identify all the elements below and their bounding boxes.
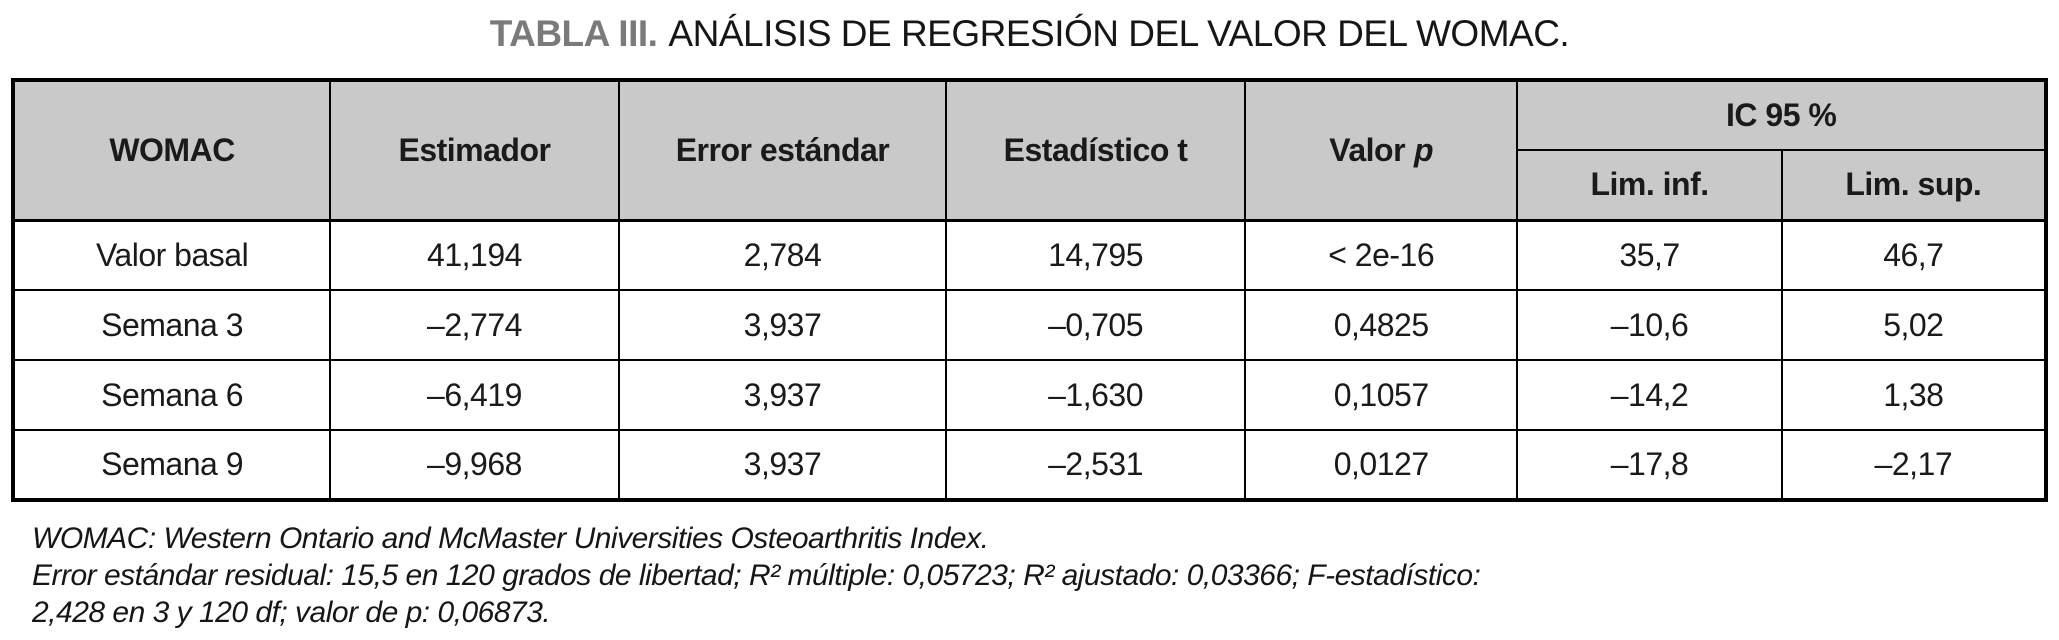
value-cell: –2,17 [1780, 429, 2048, 501]
value-cell: –1,630 [945, 359, 1246, 431]
header-valor-p-symbol: p [1414, 131, 1434, 168]
footnotes: WOMAC: Western Ontario and McMaster Univ… [32, 520, 2039, 631]
header-ic-95: IC 95 % [1516, 79, 2047, 151]
value-cell: –2,531 [945, 429, 1246, 501]
row-label-cell: Semana 6 [11, 359, 332, 431]
table-title: TABLA III. ANÁLISIS DE REGRESIÓN DEL VALO… [0, 13, 2059, 55]
value-cell: –10,6 [1516, 289, 1783, 361]
value-cell: 0,0127 [1243, 429, 1519, 501]
row-label-cell: Semana 9 [11, 429, 332, 501]
value-cell: 14,795 [945, 219, 1246, 291]
header-womac: WOMAC [11, 79, 332, 222]
value-cell: –17,8 [1516, 429, 1783, 501]
value-cell: 0,1057 [1243, 359, 1519, 431]
header-lim-sup: Lim. sup. [1780, 149, 2048, 222]
regression-table: WOMAC Estimador Error estándar Estadísti… [11, 78, 2048, 502]
header-error-estandar: Error estándar [617, 79, 948, 222]
value-cell: 3,937 [617, 429, 948, 501]
table-header: WOMAC Estimador Error estándar Estadísti… [11, 79, 2048, 222]
table-row: Semana 3 –2,774 3,937 –0,705 0,4825 –10,6 5,02 [11, 289, 2048, 361]
table-row: Semana 6 –6,419 3,937 –1,630 0,1057 –14,2 1,38 [11, 359, 2048, 431]
header-row-main: WOMAC Estimador Error estándar Estadísti… [11, 79, 2047, 222]
value-cell: 5,02 [1780, 289, 2048, 361]
header-valor-p-text: Valor [1329, 131, 1406, 168]
value-cell: 2,784 [617, 219, 948, 291]
value-cell: –6,419 [329, 359, 620, 431]
value-cell: < 2e-16 [1243, 219, 1519, 291]
table-row: Valor basal 41,194 2,784 14,795 < 2e-16 35,7 4… [11, 219, 2048, 291]
value-cell: 0,4825 [1243, 289, 1519, 361]
value-cell: –0,705 [945, 289, 1246, 361]
table-row: Semana 9 –9,968 3,937 –2,531 0,0127 –17,8 –2,1… [11, 429, 2048, 501]
header-estimador: Estimador [329, 79, 620, 222]
value-cell: 1,38 [1780, 359, 2048, 431]
row-label-cell: Semana 3 [11, 289, 332, 361]
value-cell: 35,7 [1516, 219, 1783, 291]
table-body: Valor basal 41,194 2,784 14,795 < 2e-16 35,7 4… [11, 219, 2048, 501]
footnote-line: WOMAC: Western Ontario and McMaster Univ… [32, 522, 989, 555]
value-cell: 41,194 [329, 219, 620, 291]
value-cell: –9,968 [329, 429, 620, 501]
header-valor-p: Valor p [1243, 79, 1519, 222]
table-title-prefix: TABLA III. [489, 13, 658, 54]
value-cell: 3,937 [617, 289, 948, 361]
header-lim-inf: Lim. inf. [1516, 149, 1783, 222]
value-cell: –14,2 [1516, 359, 1783, 431]
table-title-text: ANÁLISIS DE REGRESIÓN DEL VALOR DEL WOMA… [668, 13, 1570, 54]
value-cell: 3,937 [617, 359, 948, 431]
value-cell: –2,774 [329, 289, 620, 361]
header-row-sub: Lim. inf. Lim. sup. [13, 149, 2048, 222]
footnote-line: 2,428 en 3 y 120 df; valor de p: 0,06873… [32, 596, 551, 629]
row-label-cell: Valor basal [11, 219, 332, 291]
value-cell: 46,7 [1780, 219, 2048, 291]
header-estadistico-t: Estadístico t [945, 79, 1246, 222]
footnote-line: Error estándar residual: 15,5 en 120 gra… [32, 559, 1481, 592]
